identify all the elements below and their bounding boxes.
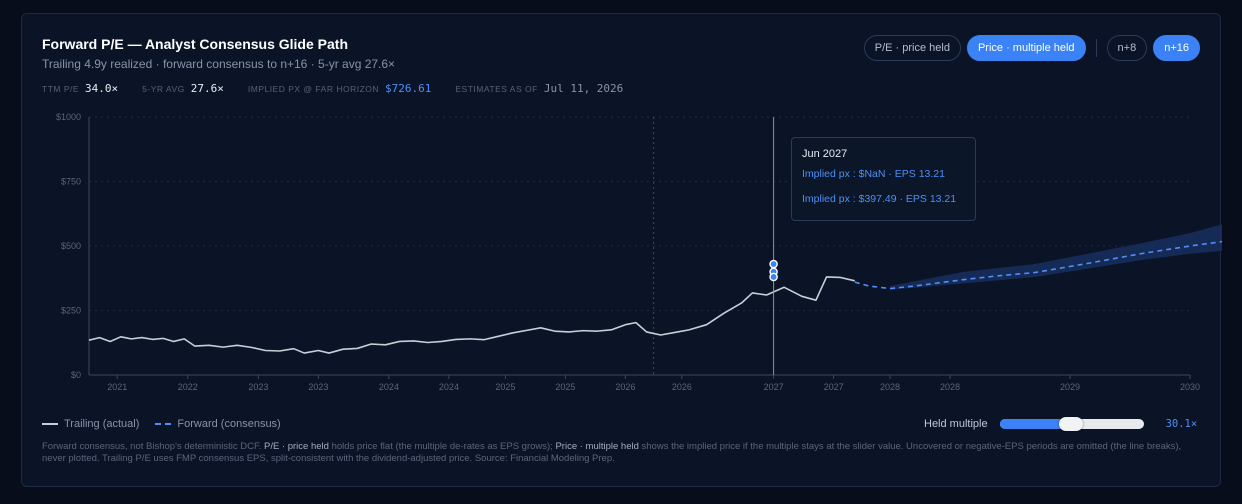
y-tick-label: $500 [61, 241, 81, 251]
x-tick-label: 2024 [439, 382, 459, 392]
x-tick-label: 2023 [248, 382, 268, 392]
held-multiple-control: Held multiple 30.1× [924, 417, 1198, 431]
y-tick-label: $0 [71, 370, 81, 380]
stat-label-5yr-avg: 5-YR AVG [142, 84, 185, 94]
series-line-trailing [88, 276, 855, 354]
chart-legend: Trailing (actual) Forward (consensus) [42, 418, 297, 430]
x-tick-label: 2025 [555, 382, 575, 392]
x-tick-label: 2023 [308, 382, 328, 392]
legend-swatch-dashed [155, 423, 172, 425]
tooltip-row-2: Implied px : $397.49 · EPS 13.21 [802, 193, 957, 205]
x-tick-label: 2030 [1180, 382, 1200, 392]
stat-value-implied-px: $726.61 [385, 82, 432, 95]
chart-card: Forward P/E — Analyst Consensus Glide Pa… [21, 13, 1222, 487]
price-multiple-held-button[interactable]: Price · multiple held [966, 35, 1086, 61]
legend-label-trailing: Trailing (actual) [64, 418, 140, 430]
hover-point [769, 272, 778, 282]
stats-row: TTM P/E 34.0× 5-YR AVG 27.6× IMPLIED PX … [42, 82, 647, 95]
footnote-text-3: shows the implied price if the multiple … [42, 441, 1182, 464]
legend-swatch-solid [42, 423, 58, 425]
mode-toolbar: P/E · price held Price · multiple held n… [858, 35, 1200, 61]
x-tick-label: 2025 [495, 382, 515, 392]
toolbar-divider [1095, 39, 1097, 57]
stat-value-5yr-avg: 27.6× [190, 82, 224, 95]
stat-value-estimates-as-of: Jul 11, 2026 [543, 82, 624, 95]
y-tick-label: $750 [61, 177, 81, 187]
y-tick-label: $1000 [56, 112, 81, 122]
x-tick-label: 2027 [824, 382, 844, 392]
x-tick-label: 2021 [107, 382, 127, 392]
legend-item-trailing: Trailing (actual) [42, 418, 139, 430]
slider-fill [999, 419, 1069, 429]
x-tick-label: 2026 [615, 382, 635, 392]
tooltip-date: Jun 2027 [802, 148, 848, 160]
footnote-term-pe-price-held: P/E · price held [263, 441, 329, 452]
x-tick-label: 2022 [178, 382, 198, 392]
footnote-text-1: Forward consensus, not Bishop's determin… [42, 441, 264, 452]
chart-subtitle: Trailing 4.9y realized · forward consens… [42, 57, 396, 71]
chart-tooltip: Jun 2027 Implied px : $NaN · EPS 13.21 I… [791, 137, 976, 221]
stat-label-estimates-as-of: ESTIMATES AS OF [455, 84, 538, 94]
footnote-text-2: holds price flat (the multiple de-rates … [328, 441, 556, 452]
stat-label-implied-px: IMPLIED PX @ FAR HORIZON [247, 84, 380, 94]
slider-thumb[interactable] [1058, 417, 1083, 431]
horizon-n8-button[interactable]: n+8 [1106, 35, 1148, 61]
held-multiple-label: Held multiple [924, 418, 988, 430]
x-tick-label: 2027 [764, 382, 784, 392]
legend-item-forward: Forward (consensus) [155, 418, 281, 430]
y-tick-label: $250 [61, 306, 81, 316]
forecast-band [890, 224, 1222, 290]
series-line-forward [854, 240, 1222, 290]
held-multiple-slider[interactable] [999, 417, 1144, 431]
x-tick-label: 2026 [672, 382, 692, 392]
horizon-n16-button[interactable]: n+16 [1153, 35, 1200, 61]
x-tick-label: 2028 [880, 382, 900, 392]
pe-price-held-button[interactable]: P/E · price held [863, 35, 961, 61]
held-multiple-value: 30.1× [1165, 418, 1198, 430]
chart-footnote: Forward consensus, not Bishop's determin… [42, 441, 1204, 465]
price-chart[interactable]: $0 $250 $500 $750 $1000 2021 2022 2023 2023 2024 2… [22, 14, 1222, 414]
stat-value-ttm-pe: 34.0× [85, 82, 119, 95]
tooltip-row-1: Implied px : $NaN · EPS 13.21 [802, 168, 945, 180]
x-tick-label: 2024 [379, 382, 399, 392]
footnote-term-price-multiple-held: Price · multiple held [555, 441, 639, 452]
x-tick-label: 2028 [940, 382, 960, 392]
hover-point [769, 259, 778, 269]
legend-label-forward: Forward (consensus) [177, 418, 281, 430]
stat-label-ttm-pe: TTM P/E [42, 84, 80, 94]
chart-title: Forward P/E — Analyst Consensus Glide Pa… [42, 36, 348, 52]
x-tick-label: 2029 [1060, 382, 1080, 392]
